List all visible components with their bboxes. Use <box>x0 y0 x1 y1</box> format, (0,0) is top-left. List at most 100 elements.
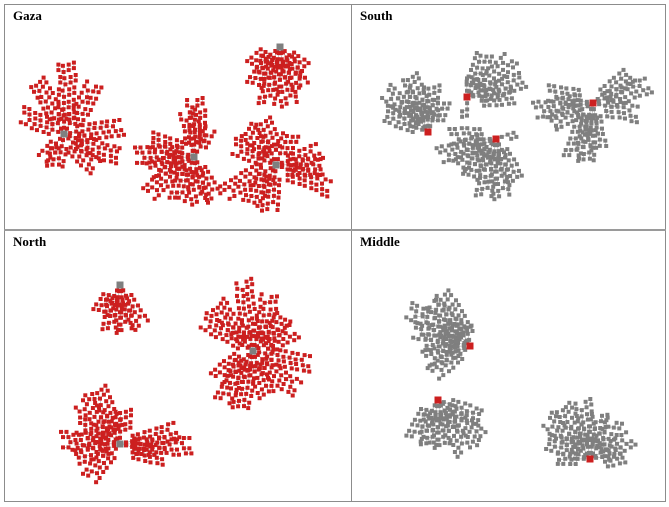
graph-node <box>132 446 137 451</box>
graph-node <box>272 312 277 317</box>
graph-node <box>50 116 55 121</box>
graph-node <box>452 419 457 424</box>
graph-node <box>222 359 226 364</box>
graph-node <box>116 426 121 431</box>
graph-node <box>122 132 126 137</box>
graph-node <box>262 71 267 76</box>
graph-node <box>218 396 223 401</box>
graph-node <box>60 107 65 112</box>
graph-node <box>239 134 244 139</box>
graph-node <box>470 329 475 333</box>
graph-node <box>197 124 202 129</box>
graph-node <box>328 179 333 184</box>
graph-node <box>477 181 482 186</box>
graph-node <box>581 112 586 117</box>
graph-node <box>479 149 484 153</box>
graph-node <box>416 337 421 342</box>
graph-node <box>51 157 56 162</box>
graph-node <box>474 83 479 88</box>
graph-node <box>583 139 588 144</box>
graph-node <box>426 86 431 91</box>
graph-node <box>475 177 480 182</box>
graph-node <box>108 153 113 158</box>
graph-node <box>251 321 255 326</box>
graph-node <box>123 415 128 420</box>
graph-node <box>257 350 262 355</box>
graph-node <box>589 409 594 414</box>
graph-node <box>459 327 464 332</box>
graph-node <box>99 438 104 443</box>
graph-node <box>200 180 205 185</box>
graph-node <box>624 430 629 435</box>
graph-node <box>554 414 558 419</box>
graph-node <box>428 411 433 416</box>
graph-node <box>471 94 476 99</box>
graph-node <box>447 413 452 418</box>
graph-node <box>257 145 262 150</box>
graph-node <box>424 353 429 358</box>
graph-node <box>77 95 81 100</box>
graph-node <box>266 329 271 334</box>
graph-node <box>511 78 516 83</box>
graph-node <box>157 173 161 178</box>
graph-node <box>237 311 242 316</box>
graph-node <box>269 61 273 66</box>
graph-node <box>249 342 254 347</box>
graph-node <box>428 124 433 129</box>
graph-node <box>258 199 263 204</box>
graph-node <box>501 67 505 72</box>
graph-node <box>467 141 472 146</box>
graph-node <box>450 412 455 417</box>
graph-node <box>506 187 511 192</box>
graph-node <box>169 164 173 169</box>
graph-node <box>409 118 414 123</box>
graph-node <box>515 82 520 87</box>
graph-node <box>50 127 55 132</box>
graph-node <box>506 101 511 106</box>
graph-node <box>475 137 480 142</box>
graph-node <box>281 359 286 364</box>
graph-node <box>252 200 257 205</box>
graph-node <box>467 165 471 170</box>
graph-node <box>168 432 173 437</box>
graph-node <box>579 422 584 427</box>
graph-node <box>539 104 544 109</box>
graph-node <box>123 409 128 414</box>
graph-node <box>235 293 239 298</box>
graph-node <box>39 95 44 99</box>
graph-node <box>118 435 122 440</box>
graph-node <box>250 61 254 66</box>
graph-node <box>495 92 500 97</box>
graph-node <box>583 127 588 132</box>
graph-node <box>436 350 441 355</box>
graph-node <box>262 172 267 177</box>
graph-node <box>44 125 49 130</box>
graph-node <box>98 396 102 401</box>
graph-node <box>575 435 580 440</box>
graph-node <box>233 175 238 180</box>
graph-node <box>110 296 115 301</box>
graph-node <box>444 424 449 429</box>
graph-node <box>567 94 572 99</box>
graph-node <box>605 89 610 94</box>
graph-node <box>239 320 244 325</box>
graph-node <box>514 61 519 66</box>
graph-node <box>447 441 452 446</box>
graph-node <box>424 343 429 348</box>
graph-node <box>227 185 232 190</box>
graph-node <box>477 412 482 416</box>
graph-node <box>214 312 219 317</box>
graph-node <box>247 304 251 309</box>
graph-node <box>244 391 249 396</box>
graph-node <box>131 455 136 460</box>
graph-node <box>571 435 576 440</box>
graph-node <box>223 181 227 186</box>
graph-node <box>469 80 474 85</box>
graph-node <box>409 318 414 323</box>
graph-node <box>325 194 330 199</box>
graph-node <box>127 308 132 313</box>
graph-node <box>201 171 206 176</box>
graph-node <box>66 105 71 110</box>
graph-node <box>633 78 637 83</box>
graph-node <box>467 161 472 166</box>
